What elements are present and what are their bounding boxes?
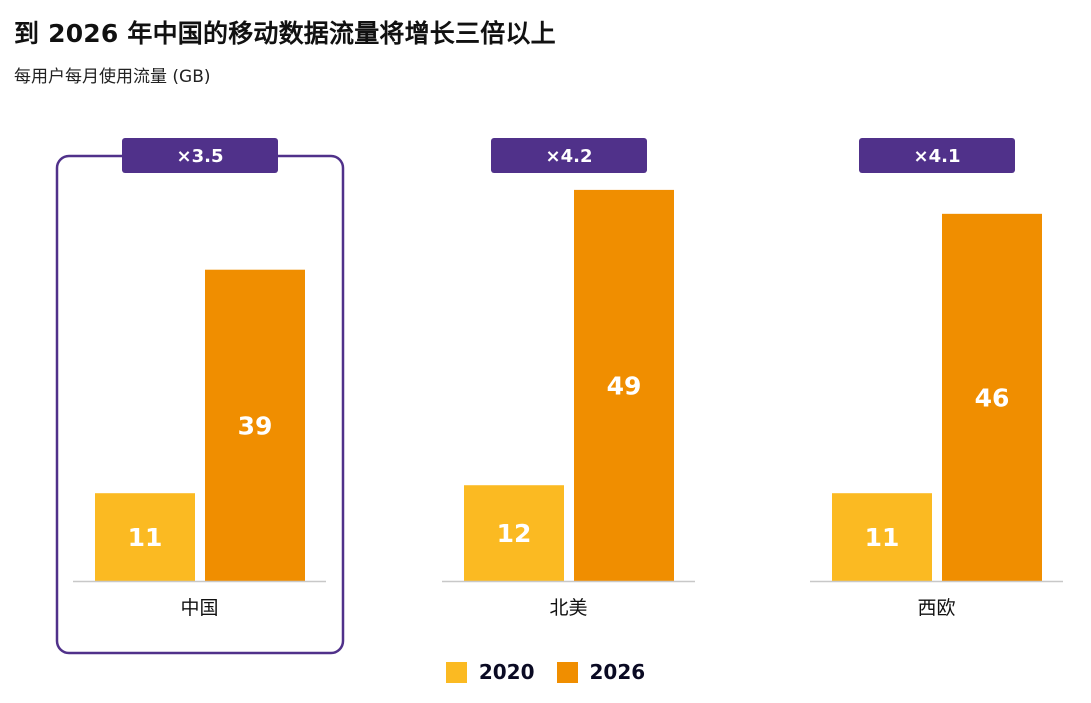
data-label-2026-2: 46	[975, 383, 1010, 412]
growth-badge-0	[122, 138, 278, 173]
legend-label-2026: 2026	[589, 660, 646, 684]
legend: 2020 2026	[0, 660, 1091, 684]
x-tick-label-1: 北美	[549, 597, 587, 619]
bar-2020-2	[832, 493, 932, 581]
legend-item-2026: 2026	[556, 660, 646, 684]
growth-badge-1	[491, 138, 647, 173]
bar-2020-0	[95, 493, 195, 581]
growth-badge-label-2: ×4.1	[914, 146, 961, 167]
x-tick-label-0: 中国	[180, 597, 218, 619]
x-tick-label-2: 西欧	[917, 597, 955, 619]
growth-badge-2	[859, 138, 1015, 173]
chart-subtitle: 每用户每月使用流量 (GB)	[14, 67, 211, 87]
data-label-2020-1: 12	[497, 519, 532, 548]
data-label-2026-1: 49	[607, 371, 642, 400]
bar-2026-2	[942, 213, 1042, 581]
growth-badge-label-0: ×3.5	[177, 146, 224, 167]
legend-swatch-2026	[556, 661, 578, 683]
data-label-2020-0: 11	[128, 523, 163, 552]
chart-title: 到 2026 年中国的移动数据流量将增长三倍以上	[14, 19, 556, 48]
legend-item-2020: 2020	[445, 660, 535, 684]
bar-2020-1	[464, 485, 564, 581]
data-label-2026-0: 39	[238, 411, 273, 440]
growth-badge-label-1: ×4.2	[546, 146, 593, 167]
bar-2026-1	[574, 189, 674, 581]
data-label-2020-2: 11	[865, 523, 900, 552]
legend-swatch-2020	[445, 661, 467, 683]
legend-label-2020: 2020	[478, 660, 535, 684]
bar-2026-0	[205, 269, 305, 581]
